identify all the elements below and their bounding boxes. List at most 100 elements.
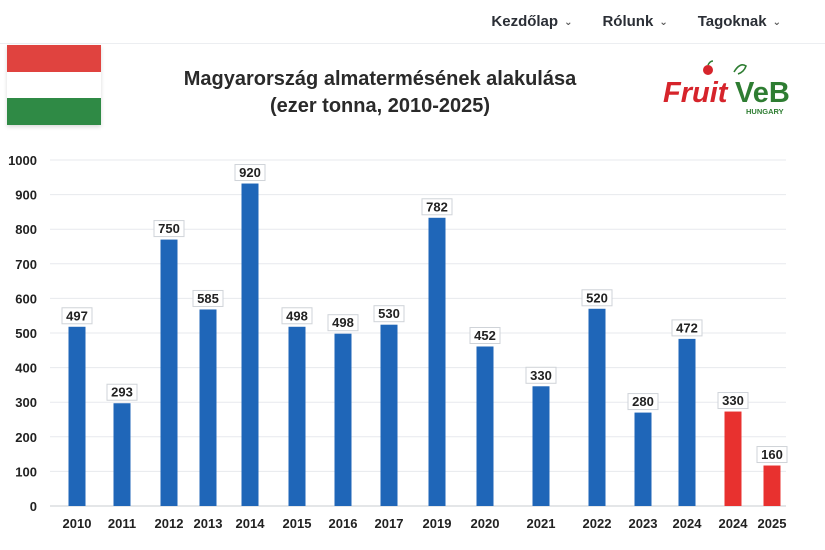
y-tick-label: 400 bbox=[15, 361, 37, 376]
value-label-box bbox=[106, 383, 138, 401]
bar-2019-8 bbox=[428, 217, 446, 507]
x-tick-label: 2017 bbox=[375, 516, 404, 531]
x-tick-label: 2020 bbox=[471, 516, 500, 531]
value-label-text: 498 bbox=[332, 315, 354, 330]
flag-stripe-green bbox=[7, 98, 101, 126]
y-tick-label: 600 bbox=[15, 291, 37, 306]
value-label: 330 bbox=[717, 392, 749, 410]
value-label-box bbox=[61, 307, 93, 325]
bar-2015-5 bbox=[288, 326, 306, 506]
value-label-box bbox=[525, 366, 557, 384]
y-tick-label: 1000 bbox=[8, 153, 37, 168]
chart-title: Magyarország almatermésének alakulása bbox=[183, 68, 577, 90]
value-label: 498 bbox=[281, 307, 313, 325]
bar-2021-10 bbox=[532, 386, 550, 506]
value-label-text: 498 bbox=[286, 308, 308, 323]
nav-item-label: Rólunk bbox=[602, 13, 654, 30]
nav-item-label: Kezdőlap bbox=[491, 13, 559, 30]
value-label-text: 293 bbox=[111, 385, 133, 400]
bar-2013-3 bbox=[199, 309, 217, 506]
y-tick-label: 300 bbox=[15, 395, 37, 410]
value-label: 585 bbox=[192, 289, 224, 307]
bar-2023-12 bbox=[634, 412, 652, 506]
value-label-text: 497 bbox=[66, 308, 88, 323]
logo-text-hungary: HUNGARY bbox=[746, 107, 784, 116]
y-tick-label: 100 bbox=[15, 464, 37, 479]
apple-icon bbox=[703, 65, 713, 75]
x-tick-label: 2010 bbox=[63, 516, 92, 531]
value-label-box bbox=[234, 164, 266, 182]
value-label-box bbox=[469, 326, 501, 344]
value-label-box bbox=[192, 289, 224, 307]
chart-subtitle: (ezer tonna, 2010-2025) bbox=[269, 95, 491, 117]
x-tick-label: 2013 bbox=[194, 516, 223, 531]
bar-2025-15 bbox=[763, 465, 781, 506]
x-tick-label: 2025 bbox=[758, 516, 787, 531]
value-label-text: 330 bbox=[530, 368, 552, 383]
value-label: 920 bbox=[234, 164, 266, 182]
nav-item-kezdolap[interactable]: Kezdőlap ⌄ bbox=[491, 13, 572, 30]
logo-text-veb: VeB bbox=[735, 77, 790, 109]
value-label-box bbox=[671, 319, 703, 337]
value-label-box bbox=[153, 220, 185, 238]
x-tick-label: 2019 bbox=[423, 516, 452, 531]
chart-title-block: Magyarország almatermésének alakulása (e… bbox=[140, 66, 620, 120]
value-label: 452 bbox=[469, 326, 501, 344]
apple-harvest-bar-chart: 0 100 200 300 400 500 600 700 800 900 1000 497 293 7… bbox=[8, 153, 788, 531]
y-tick-label: 200 bbox=[15, 430, 37, 445]
value-label: 782 bbox=[421, 198, 453, 216]
chevron-down-icon: ⌄ bbox=[564, 17, 573, 28]
bar-2012-2 bbox=[160, 239, 178, 506]
nav-item-rolunk[interactable]: Rólunk ⌄ bbox=[602, 13, 667, 30]
value-label-text: 160 bbox=[761, 447, 783, 462]
x-tick-label: 2016 bbox=[329, 516, 358, 531]
flag-stripe-white bbox=[7, 71, 101, 99]
x-tick-label: 2014 bbox=[236, 516, 266, 531]
bar-2014-4 bbox=[241, 183, 259, 506]
hungarian-flag-icon bbox=[7, 45, 101, 126]
value-label: 520 bbox=[581, 289, 613, 307]
flag-stripe-red bbox=[7, 45, 101, 72]
x-tick-label: 2011 bbox=[108, 516, 136, 531]
value-label-text: 920 bbox=[239, 165, 261, 180]
value-label-box bbox=[717, 392, 749, 410]
x-tick-label: 2024 bbox=[719, 516, 749, 531]
value-label-box bbox=[627, 393, 659, 411]
value-label: 472 bbox=[671, 319, 703, 337]
value-label: 293 bbox=[106, 383, 138, 401]
value-label-text: 280 bbox=[632, 394, 654, 409]
bar-2011-1 bbox=[113, 403, 131, 506]
nav-item-tagoknak[interactable]: Tagoknak ⌄ bbox=[698, 13, 781, 30]
bar-2020-9 bbox=[476, 346, 494, 506]
value-label-box bbox=[281, 307, 313, 325]
leaf-icon bbox=[733, 64, 747, 75]
value-label-box bbox=[327, 314, 359, 332]
y-tick-label: 900 bbox=[15, 188, 37, 203]
x-tick-label: 2012 bbox=[155, 516, 184, 531]
top-navigation: Kezdőlap ⌄ Rólunk ⌄ Tagoknak ⌄ bbox=[0, 0, 825, 44]
nav-item-label: Tagoknak bbox=[697, 13, 767, 30]
fruitveb-logo: Fruit VeB HUNGARY bbox=[663, 60, 790, 116]
bar-2010-0 bbox=[68, 326, 86, 506]
y-tick-label: 800 bbox=[15, 222, 37, 237]
value-label-text: 782 bbox=[426, 199, 448, 214]
value-label: 498 bbox=[327, 314, 359, 332]
y-tick-label: 500 bbox=[15, 326, 37, 341]
value-label: 330 bbox=[525, 366, 557, 384]
chevron-down-icon: ⌄ bbox=[772, 17, 781, 28]
value-label-text: 530 bbox=[378, 306, 400, 321]
value-label: 160 bbox=[756, 446, 788, 464]
value-label-text: 472 bbox=[676, 320, 698, 335]
bar-2022-11 bbox=[588, 308, 606, 506]
logo-text-fruit: Fruit bbox=[663, 77, 729, 109]
value-label: 497 bbox=[61, 307, 93, 325]
y-tick-label: 700 bbox=[15, 257, 37, 272]
value-label-box bbox=[756, 446, 788, 464]
value-label-box bbox=[581, 289, 613, 307]
chevron-down-icon: ⌄ bbox=[659, 17, 668, 28]
x-tick-label: 2021 bbox=[527, 516, 556, 531]
bar-2016-6 bbox=[334, 333, 352, 506]
x-tick-label: 2022 bbox=[583, 516, 612, 531]
x-tick-label: 2024 bbox=[673, 516, 703, 531]
value-label-text: 585 bbox=[197, 291, 219, 306]
